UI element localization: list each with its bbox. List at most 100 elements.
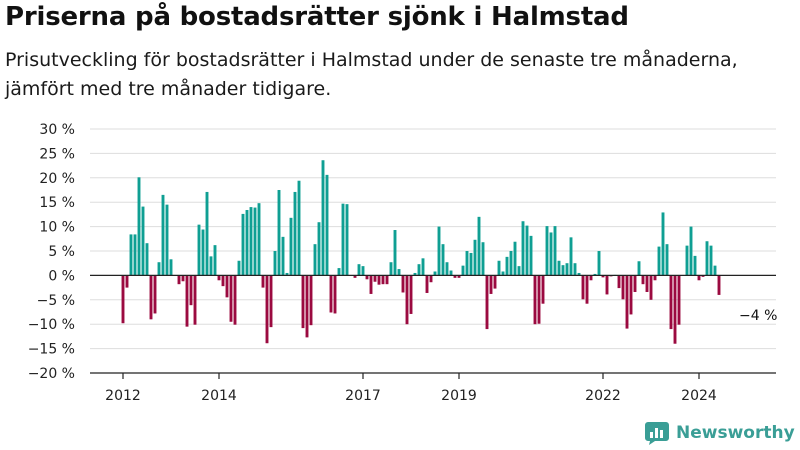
newsworthy-logo: Newsworthy — [644, 420, 795, 446]
bar — [301, 275, 305, 329]
bar — [121, 275, 125, 324]
grid-lines — [90, 128, 776, 374]
x-tick-label: 2022 — [585, 388, 621, 404]
bar — [417, 264, 421, 276]
bar — [509, 251, 513, 276]
bar — [401, 275, 405, 293]
bar — [641, 275, 645, 285]
bar — [689, 226, 693, 276]
bar — [449, 270, 453, 276]
bar — [669, 275, 673, 330]
y-tick-label: −10 % — [28, 317, 75, 333]
bar — [361, 266, 365, 276]
bar — [425, 275, 429, 293]
bar — [573, 263, 577, 276]
bar — [429, 275, 433, 283]
bar — [469, 252, 473, 276]
bar — [629, 275, 633, 315]
bar — [397, 269, 401, 276]
bar — [365, 275, 369, 280]
bar — [189, 275, 193, 306]
bar — [213, 245, 217, 276]
bar — [281, 236, 285, 276]
bar — [653, 275, 657, 281]
bar — [345, 204, 349, 276]
bar — [265, 275, 269, 344]
x-tick-label: 2017 — [345, 388, 381, 404]
bar — [249, 207, 253, 276]
bar — [441, 244, 445, 276]
bar — [393, 230, 397, 276]
bar — [537, 275, 541, 324]
bar — [229, 275, 233, 322]
bar — [661, 212, 665, 276]
bar — [473, 239, 477, 276]
bar — [421, 258, 425, 276]
bar — [525, 225, 529, 276]
bar — [601, 275, 605, 278]
bar — [129, 234, 133, 276]
bar — [521, 221, 525, 276]
bar — [193, 275, 197, 325]
bar — [261, 275, 265, 288]
bar — [153, 275, 157, 314]
chart-subtitle: Prisutveckling för bostadsrätter i Halms… — [5, 49, 738, 100]
bar — [493, 275, 497, 289]
bar — [677, 275, 681, 325]
bar — [453, 275, 457, 278]
bar — [285, 272, 289, 276]
bar — [269, 275, 273, 328]
brand-name: Newsworthy — [676, 423, 795, 443]
bar — [209, 256, 213, 276]
bar — [501, 271, 505, 276]
bar — [461, 265, 465, 276]
bar — [341, 203, 345, 276]
y-tick-label: 15 % — [39, 195, 75, 211]
bar — [325, 174, 329, 276]
bar — [465, 251, 469, 276]
bar — [581, 275, 585, 300]
bar — [621, 275, 625, 300]
y-tick-label: −20 % — [28, 366, 75, 382]
bar — [637, 261, 641, 276]
bar — [333, 275, 337, 314]
bar — [313, 244, 317, 276]
y-tick-label: 25 % — [39, 146, 75, 162]
bar — [385, 275, 389, 285]
bar — [709, 245, 713, 276]
bar — [321, 160, 325, 276]
bar — [161, 194, 165, 276]
bar — [381, 275, 385, 285]
bar — [457, 275, 461, 278]
bar — [257, 203, 261, 276]
bar — [557, 260, 561, 276]
bar — [701, 275, 705, 277]
bar — [169, 259, 173, 276]
bar — [241, 213, 245, 276]
bar — [337, 268, 341, 276]
bar — [497, 260, 501, 276]
bar — [685, 245, 689, 276]
bar — [181, 275, 185, 282]
y-tick-label: 5 % — [48, 244, 75, 260]
bar — [665, 244, 669, 276]
bar — [309, 275, 313, 326]
bar — [541, 275, 545, 304]
y-axis-labels: 30 % 25 % 20 % 15 % 10 % 5 % 0 % −5 % −10 % −15 %… — [28, 122, 75, 382]
bar — [553, 226, 557, 276]
bar — [293, 191, 297, 276]
y-tick-label: 20 % — [39, 171, 75, 187]
bar — [649, 275, 653, 300]
annotations: −4 % — [739, 308, 777, 324]
bar — [373, 275, 377, 282]
bar — [377, 275, 381, 285]
newsworthy-logo-icon — [645, 422, 669, 445]
bar — [477, 216, 481, 276]
bar — [201, 229, 205, 276]
bar — [297, 180, 301, 276]
bar — [137, 177, 141, 276]
y-tick-label: 10 % — [39, 220, 75, 236]
bar — [529, 235, 533, 276]
bar — [705, 241, 709, 276]
